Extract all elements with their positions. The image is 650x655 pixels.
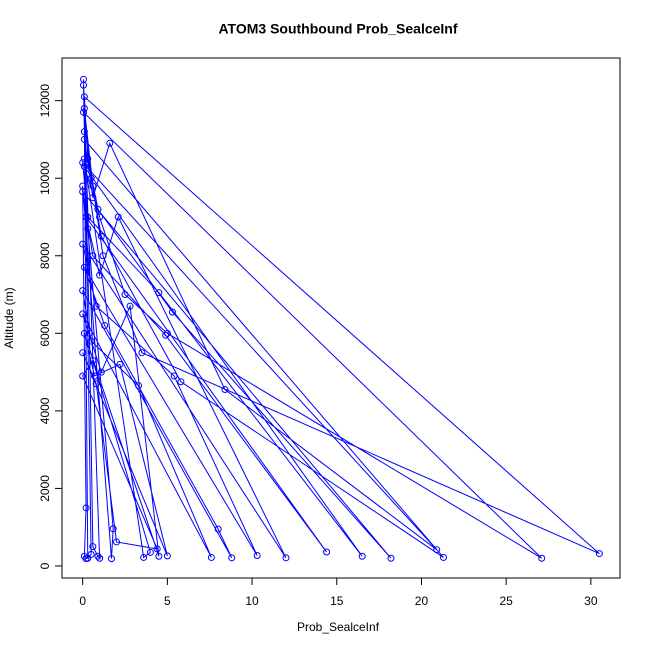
x-tick-label: 30 bbox=[584, 594, 598, 608]
y-tick-label: 6000 bbox=[38, 320, 52, 347]
data-point bbox=[80, 93, 88, 101]
data-point bbox=[177, 378, 185, 386]
data-point bbox=[146, 548, 154, 556]
data-point bbox=[89, 543, 97, 551]
data-point bbox=[87, 337, 95, 345]
x-tick-label: 5 bbox=[164, 594, 171, 608]
data-point bbox=[282, 554, 290, 562]
data-point bbox=[114, 213, 122, 221]
data-point bbox=[253, 552, 261, 560]
data-point bbox=[163, 329, 171, 337]
data-point bbox=[214, 525, 222, 533]
data-point bbox=[82, 213, 90, 221]
data-point bbox=[221, 386, 229, 394]
data-point bbox=[80, 128, 88, 136]
data-point bbox=[80, 163, 88, 171]
data-point bbox=[155, 289, 163, 297]
data-point bbox=[79, 287, 87, 295]
chart-title: ATOM3 Southbound Prob_SealceInf bbox=[218, 21, 457, 37]
data-point bbox=[358, 552, 366, 560]
data-point bbox=[168, 308, 176, 316]
data-point bbox=[94, 552, 102, 560]
data-point bbox=[80, 329, 88, 337]
x-axis-label: Prob_SealceInf bbox=[297, 620, 380, 634]
data-point bbox=[135, 382, 143, 390]
x-tick-label: 15 bbox=[330, 594, 344, 608]
data-point bbox=[595, 550, 603, 558]
data-point bbox=[162, 331, 170, 339]
data-point bbox=[82, 555, 90, 563]
data-point bbox=[538, 554, 546, 562]
data-point bbox=[80, 155, 88, 163]
data-point bbox=[94, 205, 102, 213]
data-point bbox=[99, 252, 107, 260]
y-tick-label: 2000 bbox=[38, 475, 52, 502]
data-point bbox=[163, 552, 171, 560]
data-point bbox=[323, 548, 331, 556]
y-tick-label: 0 bbox=[38, 562, 52, 569]
data-point bbox=[79, 349, 87, 357]
plot-box bbox=[61, 57, 621, 579]
data-point bbox=[439, 553, 447, 561]
y-tick-label: 4000 bbox=[38, 397, 52, 424]
data-point bbox=[84, 225, 92, 233]
x-tick-label: 20 bbox=[415, 594, 429, 608]
data-point bbox=[387, 554, 395, 562]
data-point bbox=[92, 302, 100, 310]
data-point bbox=[85, 329, 93, 337]
data-point bbox=[79, 159, 87, 167]
data-point bbox=[82, 504, 90, 512]
data-point bbox=[92, 380, 100, 388]
x-tick-label: 25 bbox=[499, 594, 513, 608]
data-point bbox=[140, 553, 148, 561]
data-point bbox=[126, 302, 134, 310]
y-tick-label: 8000 bbox=[38, 242, 52, 269]
data-point bbox=[80, 104, 88, 112]
data-point bbox=[113, 538, 121, 546]
data-point bbox=[80, 81, 88, 89]
series-line bbox=[81, 79, 600, 560]
data-point bbox=[79, 182, 87, 190]
data-point bbox=[121, 291, 129, 299]
data-point bbox=[89, 194, 97, 202]
data-point bbox=[97, 232, 105, 240]
data-point bbox=[80, 108, 88, 116]
y-tick-label: 10000 bbox=[38, 161, 52, 195]
data-point bbox=[101, 322, 109, 330]
data-point bbox=[89, 356, 97, 364]
data-point bbox=[89, 252, 97, 260]
data-point bbox=[79, 240, 87, 248]
data-point bbox=[155, 552, 163, 560]
x-tick-label: 0 bbox=[79, 594, 86, 608]
data-point bbox=[96, 271, 104, 279]
data-point bbox=[116, 360, 124, 368]
data-point bbox=[96, 554, 104, 562]
x-tick-label: 10 bbox=[245, 594, 259, 608]
data-point bbox=[79, 310, 87, 318]
data-point bbox=[207, 553, 215, 561]
data-point bbox=[138, 349, 146, 357]
data-point bbox=[97, 368, 105, 376]
y-tick-label: 12000 bbox=[38, 84, 52, 118]
data-point bbox=[80, 263, 88, 271]
data-point bbox=[91, 372, 99, 380]
data-point bbox=[433, 546, 441, 554]
data-point bbox=[87, 174, 95, 182]
data-point bbox=[107, 555, 115, 563]
data-point bbox=[106, 139, 114, 147]
data-point bbox=[170, 372, 178, 380]
data-point bbox=[96, 213, 104, 221]
y-axis-label: Altitude (m) bbox=[2, 287, 16, 348]
data-point bbox=[153, 545, 161, 553]
data-point bbox=[84, 155, 92, 163]
data-point bbox=[80, 135, 88, 143]
data-point bbox=[79, 372, 87, 380]
data-point bbox=[109, 525, 117, 533]
data-point bbox=[228, 554, 236, 562]
data-point bbox=[89, 182, 97, 190]
data-point bbox=[87, 550, 95, 558]
